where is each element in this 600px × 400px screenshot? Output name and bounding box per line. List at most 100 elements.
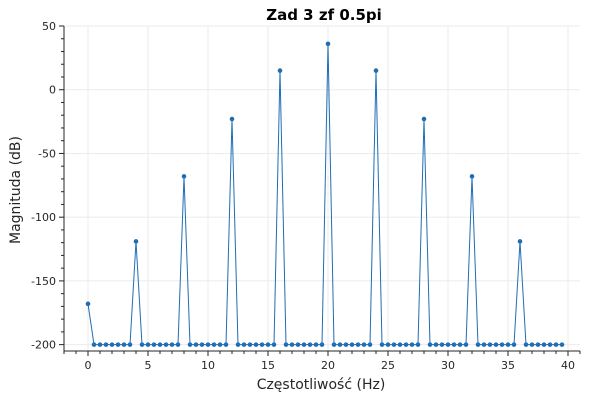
data-point <box>181 174 187 179</box>
data-point <box>385 342 391 347</box>
axes <box>63 26 580 352</box>
data-point <box>409 342 415 347</box>
data-point <box>427 342 433 347</box>
data-point <box>283 342 289 347</box>
data-point <box>475 342 481 347</box>
data-point <box>499 342 505 347</box>
data-point <box>313 342 319 347</box>
data-point <box>529 342 535 347</box>
data-point <box>163 342 169 347</box>
x-tick-label: 30 <box>441 359 455 372</box>
data-point <box>277 68 283 73</box>
data-point <box>121 342 127 347</box>
data-point <box>295 342 301 347</box>
data-point <box>211 342 217 347</box>
y-tick-label: 50 <box>42 20 56 33</box>
grid <box>64 25 580 351</box>
x-tick-label: 20 <box>321 359 335 372</box>
y-tick-label: 0 <box>49 84 56 97</box>
x-tick-label: 40 <box>561 359 575 372</box>
data-point <box>391 342 397 347</box>
data-point <box>535 342 541 347</box>
data-point <box>259 342 265 347</box>
data-point <box>373 68 379 73</box>
data-point <box>505 342 511 347</box>
data-point <box>169 342 175 347</box>
x-tick-label: 10 <box>201 359 215 372</box>
x-tick-label: 5 <box>145 359 152 372</box>
y-axis-label: Magnituda (dB) <box>8 136 24 244</box>
data-point <box>319 342 325 347</box>
data-point <box>349 342 355 347</box>
data-point <box>541 342 547 347</box>
data-point <box>343 342 349 347</box>
data-point <box>415 342 421 347</box>
data-point <box>337 342 343 347</box>
data-point <box>355 342 361 347</box>
data-point <box>97 342 103 347</box>
data-point <box>157 342 163 347</box>
data-point <box>457 342 463 347</box>
data-point <box>151 342 157 347</box>
data-point <box>175 342 181 347</box>
data-point <box>139 342 145 347</box>
data-point <box>199 342 205 347</box>
data-point <box>253 342 259 347</box>
data-point <box>103 342 109 347</box>
data-point <box>187 342 193 347</box>
data-point <box>217 342 223 347</box>
data-point <box>109 342 115 347</box>
data-point <box>559 342 565 347</box>
data-point <box>511 342 517 347</box>
data-point <box>379 342 385 347</box>
data-point <box>271 342 277 347</box>
data-point <box>247 342 253 347</box>
chart-title: Zad 3 zf 0.5pi <box>266 6 382 24</box>
y-tick-label: -100 <box>31 211 56 224</box>
data-point <box>361 342 367 347</box>
data-point <box>235 342 241 347</box>
ticks: 0 5 10 15 20 25 30 35 40 50 0 -50 -100 -150 -200 <box>31 20 581 372</box>
data-point <box>367 342 373 347</box>
data-point <box>451 342 457 347</box>
data-point <box>145 342 151 347</box>
data-point <box>133 239 139 244</box>
data-point <box>553 342 559 347</box>
data-point <box>307 342 313 347</box>
x-tick-label: 15 <box>261 359 275 372</box>
data-point <box>91 342 97 347</box>
data-point <box>241 342 247 347</box>
series <box>85 41 565 347</box>
data-point <box>469 174 475 179</box>
data-point <box>433 342 439 347</box>
data-point <box>397 342 403 347</box>
x-tick-label: 35 <box>501 359 515 372</box>
y-tick-label: -50 <box>38 147 56 160</box>
data-point <box>331 342 337 347</box>
data-point <box>421 116 427 122</box>
data-point <box>487 342 493 347</box>
data-point <box>301 342 307 347</box>
data-point <box>289 342 295 347</box>
data-point <box>445 342 451 347</box>
data-point <box>265 342 271 347</box>
x-tick-label: 25 <box>381 359 395 372</box>
data-point <box>523 342 529 347</box>
data-point <box>439 342 445 347</box>
data-point <box>127 342 133 347</box>
data-point <box>493 342 499 347</box>
y-tick-label: -150 <box>31 275 56 288</box>
data-point <box>193 342 199 347</box>
data-point <box>223 342 229 347</box>
data-point <box>85 301 91 307</box>
series-line <box>87 43 562 346</box>
data-point <box>325 41 331 47</box>
data-point <box>115 342 121 347</box>
data-point <box>229 116 235 122</box>
y-tick-label: -200 <box>31 339 56 352</box>
data-point <box>481 342 487 347</box>
data-point <box>403 342 409 347</box>
x-tick-label: 0 <box>85 359 92 372</box>
x-axis-label: Częstotliwość (Hz) <box>257 377 386 393</box>
